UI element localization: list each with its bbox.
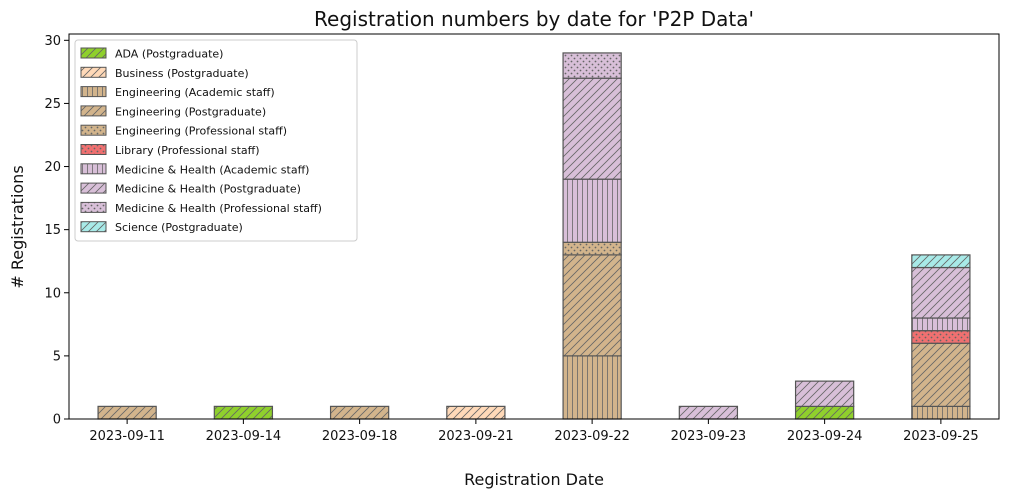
- bar-segment: [562, 355, 622, 420]
- x-axis-label: Registration Date: [464, 470, 604, 489]
- y-tick-label: 15: [44, 223, 61, 238]
- bar-segment: [678, 405, 739, 420]
- bar-segment: [562, 178, 622, 243]
- x-tick-label: 2023-09-24: [787, 429, 863, 444]
- x-tick-label: 2023-09-18: [322, 429, 398, 444]
- legend-label: Business (Postgraduate): [115, 67, 249, 80]
- plot-frame: [68, 33, 1000, 420]
- bar-segment: [562, 77, 622, 180]
- bar-segment: [562, 241, 622, 256]
- legend-label: Engineering (Academic staff): [115, 86, 275, 99]
- y-tick-label: 10: [44, 286, 61, 301]
- legend-swatch: [80, 182, 107, 194]
- legend-swatch: [80, 163, 107, 175]
- x-tick-label: 2023-09-14: [206, 429, 282, 444]
- bar-segment: [794, 405, 855, 420]
- chart-title: Registration numbers by date for 'P2P Da…: [314, 7, 754, 31]
- legend-label: Medicine & Health (Academic staff): [115, 163, 309, 176]
- legend-swatch: [80, 105, 107, 117]
- legend-label: Engineering (Professional staff): [115, 125, 287, 138]
- legend-label: Medicine & Health (Postgraduate): [115, 183, 301, 196]
- bar-segment: [911, 405, 971, 420]
- legend-swatch: [80, 124, 107, 136]
- bar-segment: [794, 380, 855, 407]
- legend-label: ADA (Postgraduate): [115, 48, 223, 61]
- legend-label: Science (Postgraduate): [115, 221, 243, 234]
- x-tick-label: 2023-09-11: [89, 429, 165, 444]
- bar-segment: [911, 342, 971, 407]
- legend-label: Engineering (Postgraduate): [115, 105, 266, 118]
- legend-swatch: [80, 86, 107, 98]
- legend-swatch: [80, 66, 107, 78]
- y-axis-label: # Registrations: [8, 165, 27, 288]
- bar-segment: [911, 254, 971, 269]
- bar-segment: [446, 405, 506, 420]
- x-tick-label: 2023-09-23: [671, 429, 747, 444]
- legend-swatch: [80, 201, 107, 213]
- y-tick-label: 20: [44, 160, 61, 175]
- legend-label: Library (Professional staff): [115, 144, 260, 157]
- legend: ADA (Postgraduate) Business (Postgraduate…: [74, 39, 358, 242]
- bars-layer: [97, 52, 971, 420]
- bar-segment: [562, 52, 622, 79]
- bar-segment: [562, 254, 622, 357]
- y-tick-label: 25: [44, 97, 61, 112]
- legend-swatch: [80, 221, 107, 233]
- bar-segment: [911, 266, 971, 319]
- axes-layer: 0 5 10 15 20 25 30 2023-09-11 2023-09-14 2023-09-…: [44, 33, 1000, 444]
- bar-segment: [911, 317, 971, 332]
- y-tick-label: 30: [44, 34, 61, 49]
- legend-swatch: [80, 144, 107, 155]
- x-tick-label: 2023-09-21: [438, 429, 514, 444]
- legend-frame: [74, 39, 358, 242]
- y-tick-label: 5: [53, 349, 61, 364]
- bar-segment: [329, 405, 390, 420]
- x-tick-label: 2023-09-22: [554, 429, 630, 444]
- bar-segment: [97, 405, 157, 420]
- legend-label: Medicine & Health (Professional staff): [115, 202, 322, 215]
- x-tick-label: 2023-09-25: [903, 429, 979, 444]
- bar-segment: [911, 330, 971, 344]
- y-tick-label: 0: [53, 413, 61, 428]
- legend-swatch: [80, 47, 107, 59]
- bar-segment: [213, 405, 274, 420]
